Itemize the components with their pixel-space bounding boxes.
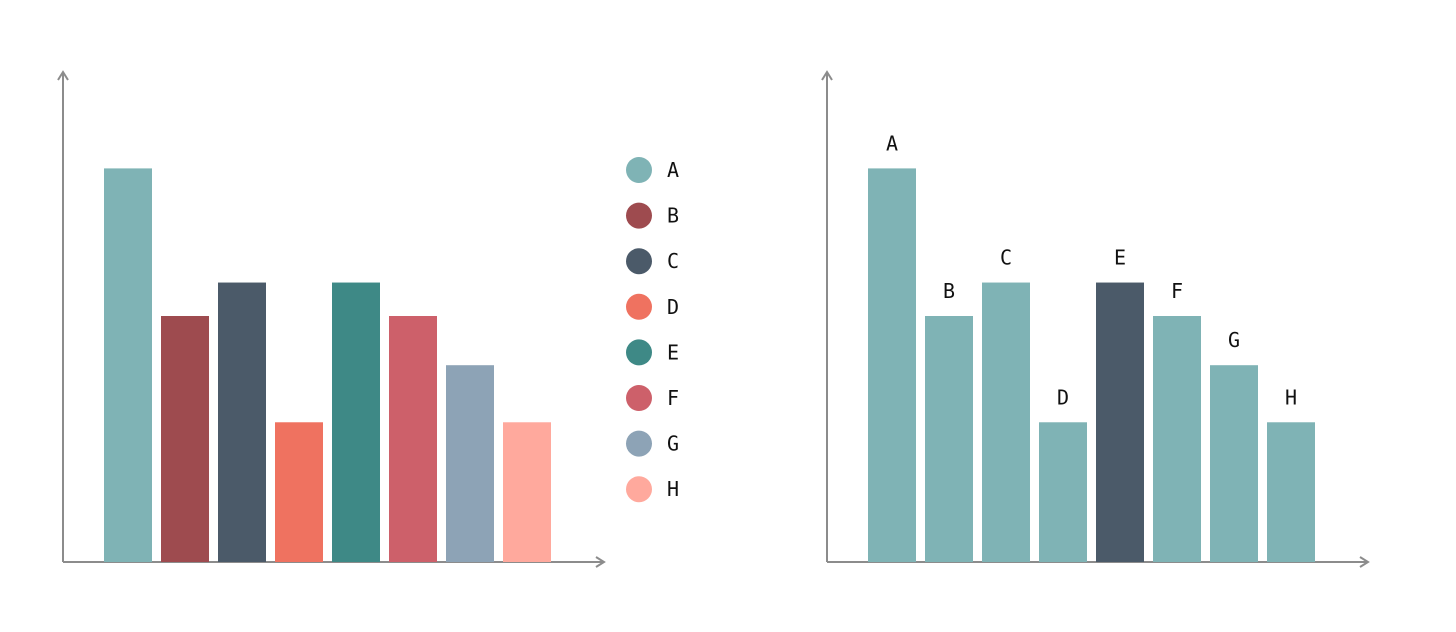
bar-label-g: G <box>1228 328 1240 352</box>
bar-a <box>868 168 916 562</box>
legend-label: G <box>667 432 679 456</box>
legend-label: C <box>667 249 679 273</box>
legend-swatch <box>626 476 652 503</box>
legend-swatch <box>626 202 652 229</box>
bar-label-d: D <box>1057 385 1069 409</box>
right-bar-labels: A B C D E F G H <box>886 131 1297 409</box>
bar-e <box>332 282 380 562</box>
legend-swatch <box>626 430 652 457</box>
bar-h <box>503 422 551 562</box>
legend-item-h: H <box>626 476 679 503</box>
bar-label-a: A <box>886 131 898 155</box>
legend-swatch <box>626 293 652 320</box>
bar-b <box>161 316 209 562</box>
legend-swatch <box>626 157 652 183</box>
legend-label: B <box>667 204 679 228</box>
bar-label-f: F <box>1171 279 1183 303</box>
bar-f <box>1153 316 1201 562</box>
bar-g <box>446 365 494 562</box>
legend-swatch <box>626 339 652 366</box>
right-chart: A B C D E F G H <box>821 70 1370 568</box>
bar-h <box>1267 422 1315 562</box>
bar-label-b: B <box>943 279 955 303</box>
bar-label-e: E <box>1114 246 1126 270</box>
bar-d <box>1039 422 1087 562</box>
legend-label: D <box>667 295 679 319</box>
bar-label-c: C <box>1000 246 1012 270</box>
left-bar-group <box>104 168 551 562</box>
bar-c <box>218 282 266 562</box>
bar-g <box>1210 365 1258 562</box>
legend-item-d: D <box>626 293 679 320</box>
legend-item-f: F <box>626 385 679 411</box>
legend-item-a: A <box>626 157 679 183</box>
legend-item-e: E <box>626 339 679 366</box>
legend-label: E <box>667 340 679 364</box>
legend-item-g: G <box>626 430 679 457</box>
legend-item-c: C <box>626 248 679 275</box>
legend-swatch <box>626 385 652 411</box>
legend-label: F <box>667 386 679 410</box>
bar-b <box>925 316 973 562</box>
right-bar-group <box>868 168 1315 562</box>
bar-e <box>1096 282 1144 562</box>
bar-c <box>982 282 1030 562</box>
bar-label-h: H <box>1285 385 1297 409</box>
legend-swatch <box>626 248 652 275</box>
bar-d <box>275 422 323 562</box>
bar-f <box>389 316 437 562</box>
legend-label: A <box>667 158 679 182</box>
legend-label: H <box>667 477 679 501</box>
legend-item-b: B <box>626 202 679 229</box>
bar-a <box>104 168 152 562</box>
